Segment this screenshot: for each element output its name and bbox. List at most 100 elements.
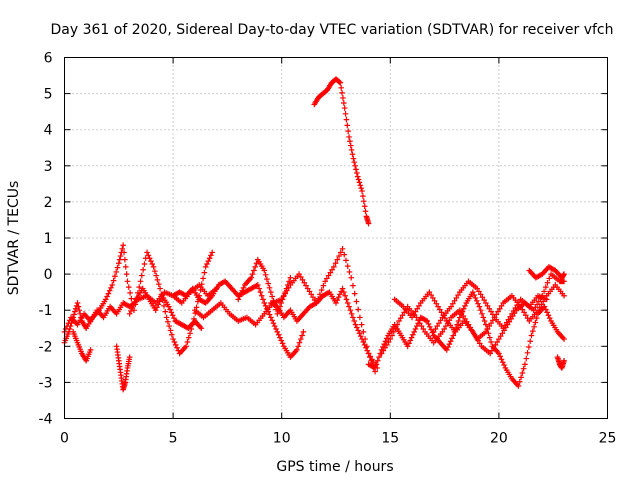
data-point — [358, 321, 365, 328]
data-point — [412, 326, 419, 332]
data-point — [240, 285, 247, 291]
data-point — [300, 329, 307, 335]
data-point — [437, 306, 443, 313]
data-point — [162, 308, 169, 315]
data-point — [543, 296, 550, 303]
data-point — [249, 271, 256, 277]
data-point — [458, 310, 465, 316]
data-point — [206, 255, 213, 262]
data-point — [69, 317, 76, 324]
data-point — [66, 326, 73, 332]
data-point — [257, 289, 264, 295]
data-point — [299, 332, 305, 339]
data-point — [261, 300, 268, 306]
y-tick-label: -4 — [39, 412, 53, 428]
data-point — [457, 307, 463, 313]
data-point — [165, 303, 172, 310]
series-track-4 — [113, 343, 133, 393]
data-point — [428, 292, 434, 298]
data-point — [430, 295, 436, 301]
data-point — [146, 255, 153, 262]
data-point — [78, 314, 84, 321]
data-point — [116, 260, 122, 267]
data-point — [415, 317, 421, 324]
series-track-3 — [70, 329, 94, 364]
data-point — [121, 249, 127, 256]
data-point — [110, 277, 117, 284]
data-point — [163, 314, 170, 321]
data-point — [258, 292, 265, 299]
data-point — [266, 285, 273, 291]
data-point — [413, 323, 420, 329]
data-point — [102, 296, 109, 303]
data-point — [460, 313, 467, 319]
data-point — [235, 296, 242, 303]
data-point — [500, 325, 507, 332]
data-point — [136, 284, 143, 290]
data-point — [528, 332, 535, 339]
data-point — [446, 341, 453, 347]
data-point — [472, 295, 479, 301]
data-point — [124, 278, 131, 285]
data-point — [487, 350, 494, 357]
data-point — [443, 323, 449, 329]
data-point — [172, 342, 179, 348]
data-point — [436, 320, 442, 326]
data-point — [499, 330, 506, 337]
data-point — [477, 291, 484, 298]
data-point — [339, 246, 346, 252]
data-point — [339, 285, 346, 292]
data-point — [341, 251, 348, 258]
data-point — [122, 256, 128, 263]
data-point — [140, 266, 146, 273]
data-point — [71, 311, 77, 318]
data-point — [130, 302, 137, 308]
data-point — [144, 249, 150, 256]
series-track-14 — [430, 278, 550, 335]
data-point — [561, 292, 567, 299]
data-point — [530, 307, 537, 313]
data-point — [406, 340, 412, 347]
data-point — [262, 272, 269, 278]
data-point — [484, 303, 491, 309]
data-point — [359, 336, 365, 342]
data-point — [382, 338, 389, 345]
data-point — [205, 258, 212, 264]
data-point — [442, 315, 448, 321]
y-tick-label: 4 — [44, 123, 53, 139]
data-point — [298, 336, 304, 342]
data-point — [342, 292, 348, 299]
data-point — [362, 208, 369, 215]
data-point — [295, 343, 302, 350]
data-point — [348, 147, 355, 153]
data-point — [341, 289, 347, 295]
data-point — [523, 355, 530, 362]
data-point — [269, 293, 275, 300]
data-point — [352, 163, 358, 169]
series-track-8 — [235, 256, 294, 317]
data-point — [432, 326, 439, 332]
data-point — [429, 329, 436, 336]
data-point — [427, 324, 433, 330]
data-point — [532, 304, 539, 311]
data-point — [351, 318, 358, 324]
data-point — [264, 276, 270, 282]
data-point — [126, 311, 133, 317]
data-point — [353, 166, 359, 173]
series-track-10 — [311, 76, 372, 227]
data-point — [324, 275, 330, 282]
data-point — [125, 284, 132, 290]
data-point — [527, 338, 533, 345]
data-point — [546, 275, 553, 282]
data-point — [168, 331, 175, 338]
data-point — [265, 280, 272, 287]
data-point — [399, 312, 406, 319]
data-point — [158, 295, 164, 302]
data-point — [486, 305, 493, 312]
data-point — [153, 272, 159, 279]
data-point — [157, 285, 163, 292]
data-point — [354, 324, 360, 331]
data-point — [416, 303, 422, 309]
data-point — [498, 356, 505, 363]
